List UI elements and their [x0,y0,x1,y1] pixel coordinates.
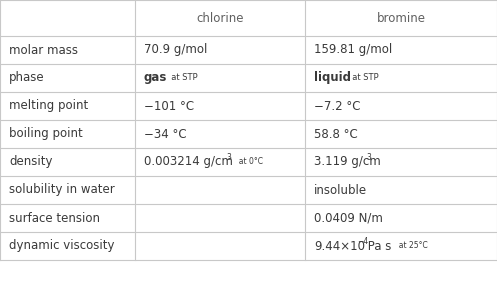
Text: gas: gas [144,72,167,84]
Text: bromine: bromine [377,11,425,25]
Text: 9.44×10: 9.44×10 [314,239,365,253]
Text: solubility in water: solubility in water [9,183,115,197]
Text: chlorine: chlorine [196,11,244,25]
Text: boiling point: boiling point [9,128,83,140]
Text: 0.0409 N/m: 0.0409 N/m [314,211,383,225]
Text: dynamic viscosity: dynamic viscosity [9,239,114,253]
Text: at STP: at STP [347,74,379,83]
Text: 3: 3 [366,152,371,161]
Text: phase: phase [9,72,45,84]
Text: surface tension: surface tension [9,211,100,225]
Text: −4: −4 [357,237,368,246]
Text: 3: 3 [226,152,231,161]
Text: −101 °C: −101 °C [144,100,194,112]
Text: −34 °C: −34 °C [144,128,187,140]
Text: 58.8 °C: 58.8 °C [314,128,358,140]
Text: molar mass: molar mass [9,44,78,56]
Text: melting point: melting point [9,100,88,112]
Text: 3.119 g/cm: 3.119 g/cm [314,156,381,168]
Text: liquid: liquid [314,72,351,84]
Text: 0.003214 g/cm: 0.003214 g/cm [144,156,233,168]
Text: 70.9 g/mol: 70.9 g/mol [144,44,207,56]
Text: −7.2 °C: −7.2 °C [314,100,360,112]
Text: at STP: at STP [166,74,198,83]
Text: density: density [9,156,53,168]
Text: Pa s: Pa s [364,239,391,253]
Text: 159.81 g/mol: 159.81 g/mol [314,44,392,56]
Text: insoluble: insoluble [314,183,367,197]
Text: at 25°C: at 25°C [394,241,428,251]
Text: at 0°C: at 0°C [234,157,263,166]
